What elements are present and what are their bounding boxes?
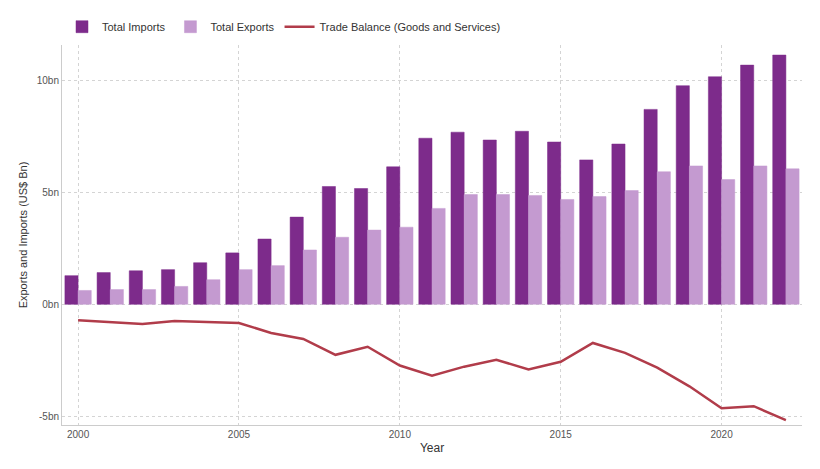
svg-text:Total Exports: Total Exports — [210, 21, 274, 33]
svg-text:2005: 2005 — [228, 429, 251, 440]
svg-text:10bn: 10bn — [37, 75, 59, 86]
svg-text:0bn: 0bn — [42, 299, 59, 310]
svg-text:2000: 2000 — [67, 429, 90, 440]
svg-text:Total Imports: Total Imports — [102, 21, 165, 33]
svg-text:Trade Balance (Goods and Servi: Trade Balance (Goods and Services) — [320, 21, 501, 33]
svg-text:2015: 2015 — [550, 429, 573, 440]
svg-text:-5bn: -5bn — [39, 411, 59, 422]
svg-text:Exports and Imports (US$ Bn): Exports and Imports (US$ Bn) — [17, 162, 29, 309]
svg-text:5bn: 5bn — [42, 187, 59, 198]
svg-text:2010: 2010 — [389, 429, 412, 440]
svg-text:2020: 2020 — [710, 429, 733, 440]
svg-text:Year: Year — [420, 441, 444, 455]
